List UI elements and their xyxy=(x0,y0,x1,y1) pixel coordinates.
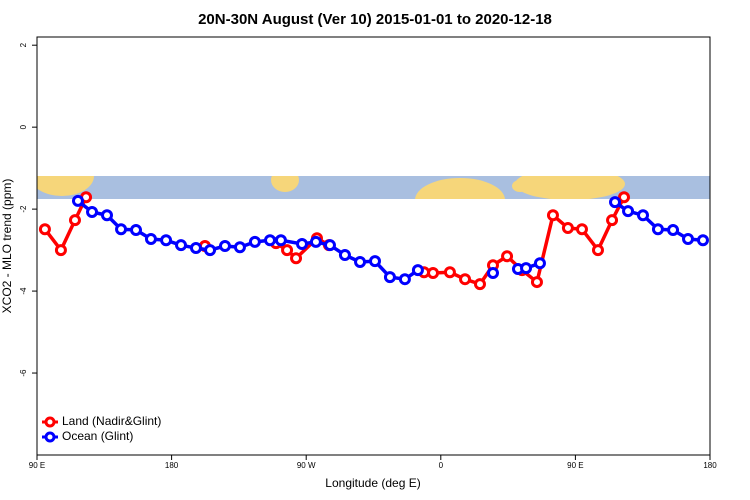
data-point xyxy=(443,266,456,279)
x-tick-label: 90 W xyxy=(297,461,316,470)
data-point xyxy=(530,276,543,289)
data-point xyxy=(398,273,411,286)
data-point xyxy=(309,235,322,248)
data-point xyxy=(636,209,649,222)
y-tick-label: 2 xyxy=(19,42,28,47)
data-point xyxy=(546,209,559,222)
data-point xyxy=(204,244,217,257)
y-tick-label: -4 xyxy=(19,287,28,295)
chart-title: 20N-30N August (Ver 10) 2015-01-01 to 20… xyxy=(198,11,552,28)
data-point xyxy=(281,244,294,257)
y-tick-label: -2 xyxy=(19,205,28,213)
data-point xyxy=(368,255,381,268)
data-point xyxy=(68,214,81,227)
x-tick-label: 90 E xyxy=(29,461,45,470)
series-line xyxy=(43,196,626,286)
data-point xyxy=(354,255,367,268)
data-point xyxy=(264,234,277,247)
data-point xyxy=(100,209,113,222)
legend-label: Ocean (Glint) xyxy=(62,429,133,443)
data-point xyxy=(618,191,631,204)
data-point xyxy=(427,267,440,280)
map-strip xyxy=(37,176,710,199)
data-point xyxy=(175,239,188,252)
data-point xyxy=(606,214,619,227)
legend-marker xyxy=(44,416,56,428)
x-tick-label: 90 E xyxy=(567,461,583,470)
y-tick-label: -6 xyxy=(19,369,28,377)
data-point xyxy=(338,249,351,262)
data-point xyxy=(290,252,303,265)
data-point xyxy=(667,224,680,237)
data-point xyxy=(130,224,143,237)
data-point xyxy=(218,240,231,252)
x-tick-label: 180 xyxy=(165,461,179,470)
data-point xyxy=(622,205,635,218)
data-point xyxy=(144,233,157,246)
data-point xyxy=(233,241,246,254)
data-point xyxy=(189,242,202,255)
data-point xyxy=(609,196,622,209)
data-point xyxy=(274,234,287,247)
data-point xyxy=(296,237,309,250)
data-point xyxy=(520,262,533,275)
data-point xyxy=(411,264,424,277)
data-point xyxy=(651,223,664,236)
y-axis-title: XCO2 - MLO trend (ppm) xyxy=(0,179,14,314)
y-tick-label: 0 xyxy=(19,124,28,129)
legend-label: Land (Nadir&Glint) xyxy=(62,414,161,428)
data-point xyxy=(501,250,514,263)
data-point xyxy=(323,239,336,252)
data-point xyxy=(115,223,128,236)
data-point xyxy=(575,223,588,236)
x-tick-label: 0 xyxy=(439,461,444,470)
data-point xyxy=(682,233,695,246)
x-tick-label: 180 xyxy=(703,461,717,470)
data-point xyxy=(383,271,396,284)
data-point xyxy=(591,244,604,257)
data-point xyxy=(160,234,173,247)
x-axis-title: Longitude (deg E) xyxy=(325,476,420,490)
data-point xyxy=(696,234,709,247)
data-point xyxy=(38,223,51,236)
plot-frame xyxy=(36,36,711,456)
data-point xyxy=(561,221,574,234)
data-point xyxy=(486,267,499,280)
data-point xyxy=(54,244,67,257)
data-point xyxy=(533,257,546,270)
data-point xyxy=(248,235,261,248)
data-point xyxy=(459,273,472,286)
data-point xyxy=(473,278,486,291)
data-point xyxy=(71,194,84,207)
data-point xyxy=(86,205,99,218)
legend-marker xyxy=(44,431,56,443)
